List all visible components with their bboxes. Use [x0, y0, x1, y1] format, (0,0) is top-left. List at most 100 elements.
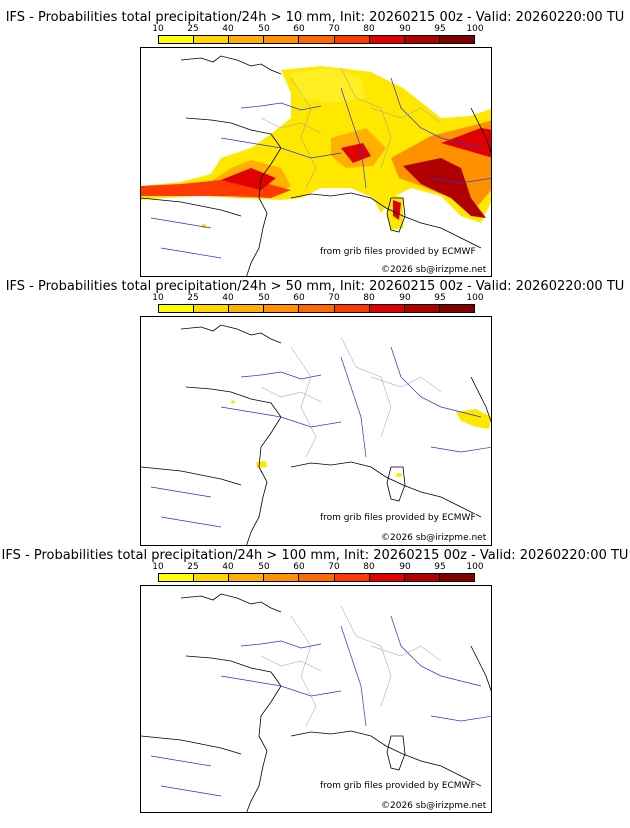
colorbar-swatch [404, 574, 440, 581]
border [290, 77, 317, 189]
colorbar-tick: 50 [258, 293, 270, 303]
river [340, 356, 367, 458]
coastline [185, 386, 282, 545]
border [370, 107, 442, 124]
border [260, 117, 322, 134]
precip-area-yellow [291, 68, 366, 103]
coastline [386, 735, 406, 771]
panel-50mm: IFS - Probabilities total precipitation/… [0, 271, 630, 546]
colorbar-tick: 90 [399, 293, 411, 303]
precip-area-yellow [396, 473, 402, 477]
precip-area-red [403, 158, 486, 218]
colorbar-tick: 25 [187, 562, 199, 572]
colorbar-swatch [229, 305, 265, 312]
colorbar-tick: 60 [293, 293, 305, 303]
colorbar-swatch [159, 305, 195, 312]
colorbar [158, 573, 475, 582]
coastlines [141, 593, 491, 812]
panel-title: IFS - Probabilities total precipitation/… [5, 279, 625, 294]
coastline [180, 593, 282, 613]
coastline [185, 655, 282, 812]
colorbar-swatch [229, 36, 265, 43]
borders [260, 605, 442, 727]
coastline [470, 645, 491, 692]
colorbar-swatch [229, 574, 265, 581]
colorbar-tick: 50 [258, 24, 270, 34]
colorbar-tick: 10 [152, 562, 164, 572]
colorbar-swatch [299, 305, 335, 312]
colorbar-tick: 40 [222, 293, 234, 303]
panel-100mm: IFS - Probabilities total precipitation/… [0, 540, 630, 813]
river [430, 446, 491, 453]
coastline [386, 466, 406, 502]
river [220, 137, 342, 159]
river [150, 217, 212, 229]
colorbar-tick: 70 [328, 293, 340, 303]
colorbar-tick: 70 [328, 24, 340, 34]
colorbar [158, 304, 475, 313]
colorbar-tick: 10 [152, 24, 164, 34]
credit-copyright: ©2026 sb@irizpme.net [381, 265, 487, 275]
rivers [150, 77, 491, 259]
rivers [150, 346, 491, 528]
colorbar-tick: 95 [434, 562, 446, 572]
colorbar-swatch [439, 305, 474, 312]
river [430, 715, 491, 722]
colorbar-tick: 25 [187, 293, 199, 303]
colorbar-swatch [264, 36, 300, 43]
precip-area-red [441, 128, 491, 158]
river [390, 77, 482, 149]
river [160, 516, 222, 528]
colorbar-tick: 100 [466, 293, 484, 303]
precip-area-red [221, 168, 276, 190]
colorbar-swatch [159, 36, 195, 43]
precip-area-yellow [231, 400, 235, 404]
coastline [470, 376, 491, 423]
coastline [470, 107, 491, 154]
colorbar-swatch [439, 574, 474, 581]
colorbar-swatch [334, 36, 370, 43]
colorbar-tick: 80 [363, 24, 375, 34]
colorbar-swatch [299, 36, 335, 43]
credit-source: from grib files provided by ECMWF [320, 513, 476, 523]
colorbar-tick: 95 [434, 24, 446, 34]
colorbar-swatch [439, 36, 474, 43]
coastline [141, 735, 242, 755]
coastlines [141, 324, 491, 545]
colorbar-swatch [194, 305, 230, 312]
border [370, 645, 442, 662]
colorbar-tick: 10 [152, 293, 164, 303]
colorbar-swatch [369, 36, 405, 43]
colorbar-swatch [159, 574, 195, 581]
colorbar-swatch [369, 574, 405, 581]
river [240, 371, 322, 380]
border [260, 655, 322, 672]
colorbar-tick: 50 [258, 562, 270, 572]
river [220, 406, 342, 428]
coastline [290, 192, 482, 249]
colorbar-tick: 40 [222, 562, 234, 572]
river [150, 755, 212, 767]
coastline [290, 730, 482, 787]
map-frame [140, 47, 492, 277]
colorbar-swatch [264, 574, 300, 581]
precip-area-yellow [256, 461, 267, 468]
rivers [150, 615, 491, 797]
colorbar-swatch [334, 574, 370, 581]
colorbar-tick: 60 [293, 562, 305, 572]
colorbar-tick: 95 [434, 293, 446, 303]
colorbar-swatch [299, 574, 335, 581]
river [240, 102, 322, 111]
map-svg [141, 324, 491, 545]
coastline [180, 55, 282, 75]
border [290, 346, 317, 458]
precip-area-yellow [456, 409, 491, 429]
colorbar-tick: 90 [399, 562, 411, 572]
colorbar-swatch [264, 305, 300, 312]
borders [260, 336, 442, 458]
river [340, 87, 367, 189]
border [260, 386, 322, 403]
precip-area-red [341, 143, 371, 163]
coastline [141, 466, 242, 486]
border [340, 336, 392, 438]
